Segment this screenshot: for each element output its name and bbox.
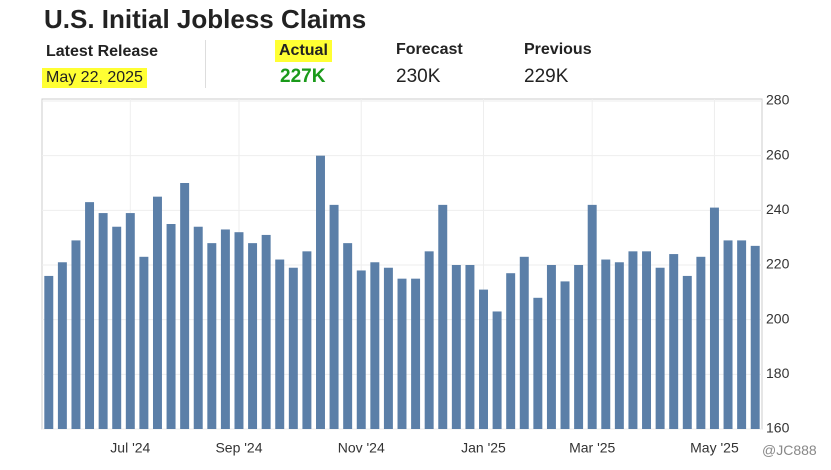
forecast-label: Forecast bbox=[396, 41, 463, 58]
bar bbox=[302, 251, 312, 429]
bar bbox=[492, 311, 502, 429]
bar bbox=[723, 240, 733, 429]
bar bbox=[628, 251, 638, 429]
bar bbox=[682, 275, 692, 429]
bar bbox=[642, 251, 652, 429]
bar bbox=[560, 281, 570, 429]
y-tick-label: 160 bbox=[766, 420, 790, 436]
bar bbox=[316, 155, 325, 429]
actual-label: Actual bbox=[275, 40, 332, 62]
bar bbox=[275, 259, 285, 429]
y-tick-label: 280 bbox=[766, 92, 790, 108]
bar bbox=[574, 265, 584, 429]
bar bbox=[207, 243, 217, 429]
bar bbox=[288, 267, 298, 429]
bar bbox=[601, 259, 611, 429]
bar bbox=[356, 270, 366, 429]
bar bbox=[234, 232, 244, 429]
previous-label: Previous bbox=[524, 41, 592, 58]
bar bbox=[397, 278, 407, 429]
bar bbox=[737, 240, 747, 429]
y-tick-label: 260 bbox=[766, 146, 790, 162]
actual-value: 227K bbox=[280, 66, 326, 87]
divider bbox=[205, 40, 206, 88]
bar bbox=[383, 267, 393, 429]
x-tick-label: Nov '24 bbox=[338, 440, 385, 456]
y-tick-label: 180 bbox=[766, 365, 790, 381]
y-tick-label: 220 bbox=[766, 256, 790, 272]
bar bbox=[438, 204, 448, 429]
bar bbox=[451, 265, 461, 429]
bar bbox=[166, 224, 176, 429]
bar bbox=[71, 240, 81, 429]
bar bbox=[85, 202, 95, 429]
bar bbox=[506, 273, 516, 429]
bar bbox=[57, 262, 67, 429]
bar bbox=[465, 265, 475, 429]
bar bbox=[44, 275, 54, 429]
bar bbox=[343, 243, 353, 429]
bar bbox=[261, 234, 271, 429]
bar bbox=[220, 229, 230, 429]
bar bbox=[696, 256, 706, 429]
previous-value: 229K bbox=[524, 66, 569, 87]
release-date: May 22, 2025 bbox=[42, 68, 147, 88]
watermark: @JC888 bbox=[762, 442, 817, 458]
forecast-value: 230K bbox=[396, 66, 441, 87]
bar bbox=[112, 226, 122, 429]
bar bbox=[614, 262, 624, 429]
bar bbox=[479, 289, 488, 429]
bar bbox=[750, 245, 760, 429]
bar bbox=[98, 213, 108, 429]
bar bbox=[248, 243, 258, 429]
x-tick-label: Mar '25 bbox=[569, 440, 615, 456]
x-tick-label: Sep '24 bbox=[215, 440, 262, 456]
bar bbox=[533, 297, 543, 429]
bar bbox=[125, 213, 135, 429]
x-tick-label: May '25 bbox=[690, 440, 739, 456]
bar bbox=[669, 254, 679, 429]
title: U.S. Initial Jobless Claims bbox=[44, 4, 367, 34]
bar bbox=[152, 196, 162, 429]
bar bbox=[411, 278, 421, 429]
bar bbox=[370, 262, 380, 429]
bar bbox=[329, 204, 339, 429]
bar bbox=[139, 256, 149, 429]
y-tick-label: 200 bbox=[766, 310, 790, 326]
x-tick-label: Jul '24 bbox=[110, 440, 150, 456]
bar bbox=[180, 183, 190, 429]
bar bbox=[193, 226, 203, 429]
release-label: Latest Release bbox=[46, 43, 159, 60]
bar bbox=[587, 204, 597, 429]
bar bbox=[519, 256, 529, 429]
bar bbox=[655, 267, 665, 429]
y-tick-label: 240 bbox=[766, 201, 790, 217]
bar bbox=[709, 207, 719, 429]
bar bbox=[546, 265, 556, 429]
x-tick-label: Jan '25 bbox=[461, 440, 506, 456]
bar bbox=[424, 251, 434, 429]
